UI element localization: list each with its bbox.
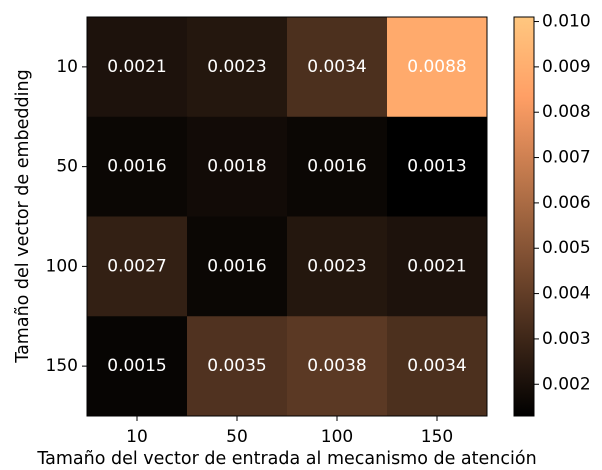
colorbar xyxy=(513,16,535,417)
heatmap-cell xyxy=(387,17,488,118)
cell-value-label: 0.0016 xyxy=(207,256,266,276)
cell-value-label: 0.0023 xyxy=(307,256,366,276)
heatmap-cell xyxy=(187,116,288,217)
cell-value-label: 0.0034 xyxy=(407,356,466,376)
colorbar-tick-label: 0.003 xyxy=(542,329,591,349)
heatmap-cell xyxy=(387,116,488,217)
colorbar-tick-label: 0.008 xyxy=(542,102,591,122)
y-axis-ticks: 10 50 100 150 xyxy=(46,57,87,376)
x-tick-label: 100 xyxy=(321,427,353,447)
y-tick-label: 150 xyxy=(46,356,78,376)
colorbar-tick-label: 0.005 xyxy=(542,238,591,258)
heatmap-cell xyxy=(87,316,188,417)
colorbar-tick-label: 0.004 xyxy=(542,284,591,304)
cell-value-label: 0.0035 xyxy=(207,356,266,376)
cell-value-label: 0.0016 xyxy=(107,157,166,177)
x-tick-label: 150 xyxy=(421,427,453,447)
heatmap-cell xyxy=(87,116,188,217)
heatmap-cell xyxy=(87,17,188,118)
colorbar-tick-label: 0.002 xyxy=(542,374,591,394)
cell-value-label: 0.0015 xyxy=(107,356,166,376)
y-tick-label: 10 xyxy=(56,57,78,77)
heatmap-cell xyxy=(387,216,488,317)
heatmap-cell-labels: 0.0021 0.0023 0.0034 0.0088 0.0016 0.0018 0.00… xyxy=(107,57,466,376)
cell-value-label: 0.0038 xyxy=(307,356,366,376)
heatmap-cell xyxy=(287,216,388,317)
cell-value-label: 0.0088 xyxy=(407,57,466,77)
heatmap-cell xyxy=(287,116,388,217)
colorbar-tick-label: 0.007 xyxy=(542,148,591,168)
cell-value-label: 0.0023 xyxy=(207,57,266,77)
y-axis-title: Tamaño del vector de embedding xyxy=(13,69,33,363)
y-tick-label: 100 xyxy=(46,256,78,276)
heatmap-cell xyxy=(187,216,288,317)
heatmap-cell xyxy=(287,316,388,417)
x-axis-title: Tamaño del vector de entrada al mecanism… xyxy=(36,449,536,469)
colorbar-tick-label: 0.010 xyxy=(542,12,591,32)
heatmap-cell xyxy=(387,316,488,417)
cell-value-label: 0.0027 xyxy=(107,256,166,276)
x-tick-label: 10 xyxy=(126,427,148,447)
cell-value-label: 0.0018 xyxy=(207,157,266,177)
cell-value-label: 0.0034 xyxy=(307,57,366,77)
y-tick-label: 50 xyxy=(56,157,78,177)
colorbar-tick-label: 0.009 xyxy=(542,57,591,77)
colorbar-ticks: 0.002 0.003 0.004 0.005 0.006 0.007 0.008 0.009… xyxy=(534,12,591,394)
cell-value-label: 0.0013 xyxy=(407,157,466,177)
heatmap-cell xyxy=(287,17,388,118)
cell-value-label: 0.0021 xyxy=(407,256,466,276)
colorbar-tick-label: 0.006 xyxy=(542,193,591,213)
heatmap-cell xyxy=(187,316,288,417)
x-axis-ticks: 10 50 100 150 xyxy=(126,416,453,447)
x-tick-label: 50 xyxy=(226,427,248,447)
cell-value-label: 0.0021 xyxy=(107,57,166,77)
plot-frame xyxy=(86,16,488,417)
heatmap-cells xyxy=(87,17,488,417)
cell-value-label: 0.0016 xyxy=(307,157,366,177)
heatmap-cell xyxy=(187,17,288,118)
heatmap-cell xyxy=(87,216,188,317)
